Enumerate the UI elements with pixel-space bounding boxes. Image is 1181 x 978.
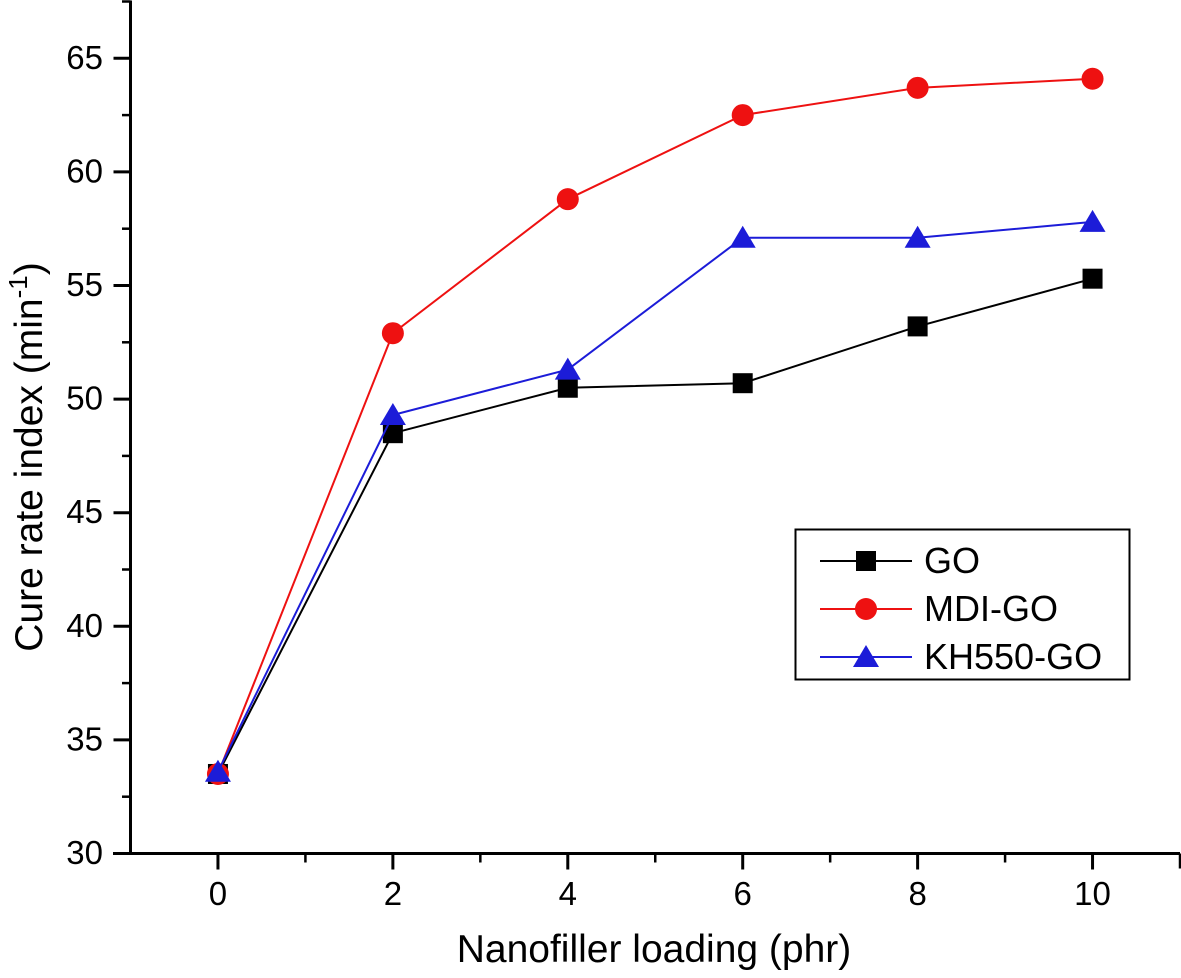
series-marker-go: [907, 316, 928, 337]
x-tick-label: 6: [734, 875, 752, 912]
series-marker-go: [557, 377, 578, 398]
series-marker-kh550-go: [904, 225, 931, 248]
legend-box: [794, 528, 1131, 681]
series-marker-kh550-go: [729, 225, 756, 248]
y-tick-label: 55: [66, 266, 103, 303]
legend-marker-go: [856, 551, 876, 571]
series-marker-kh550-go: [204, 759, 231, 782]
y-tick-label: 60: [66, 152, 103, 189]
series-marker-kh550-go: [1079, 209, 1106, 232]
legend-marker-mdi-go: [855, 598, 877, 620]
y-tick-label: 65: [66, 39, 103, 76]
x-tick-label: 10: [1074, 875, 1111, 912]
legend: [794, 528, 1131, 681]
y-tick-label: 50: [66, 380, 103, 417]
x-tick-label: 0: [209, 875, 227, 912]
y-axis-title: Cure rate index (min-1): [3, 262, 51, 651]
series-marker-mdi-go: [381, 322, 404, 345]
y-tick-label: 35: [66, 720, 103, 757]
y-tick-label: 45: [66, 493, 103, 530]
series-marker-go: [732, 373, 753, 394]
x-tick-label: 4: [559, 875, 577, 912]
series-marker-kh550-go: [554, 357, 581, 380]
series-line-kh550-go: [217, 220, 1093, 773]
series-marker-mdi-go: [1081, 67, 1104, 90]
series-marker-mdi-go: [906, 76, 929, 99]
series-marker-go: [1082, 268, 1103, 289]
x-axis-title: Nanofiller loading (phr): [457, 928, 852, 971]
legend-label-mdi-go: MDI-GO: [924, 588, 1058, 629]
axes: 30 35 40 45 50 55 60 65 0 2 4 6 8 10: [66, 0, 1181, 912]
series-marker-mdi-go: [731, 104, 754, 127]
y-tick-label: 30: [66, 834, 103, 871]
series-group: [204, 67, 1106, 785]
legend-label-kh550-go: KH550-GO: [924, 636, 1102, 677]
legend-marker-kh550-go: [853, 645, 879, 667]
series-marker-kh550-go: [379, 403, 406, 426]
series-line-go: [217, 277, 1093, 775]
legend-label-go: GO: [924, 540, 980, 581]
x-tick-label: 2: [384, 875, 402, 912]
series-marker-go: [382, 423, 403, 444]
x-tick-label: 8: [908, 875, 926, 912]
series-line-mdi-go: [217, 77, 1093, 775]
series-marker-mdi-go: [556, 188, 579, 211]
y-tick-label: 40: [66, 607, 103, 644]
